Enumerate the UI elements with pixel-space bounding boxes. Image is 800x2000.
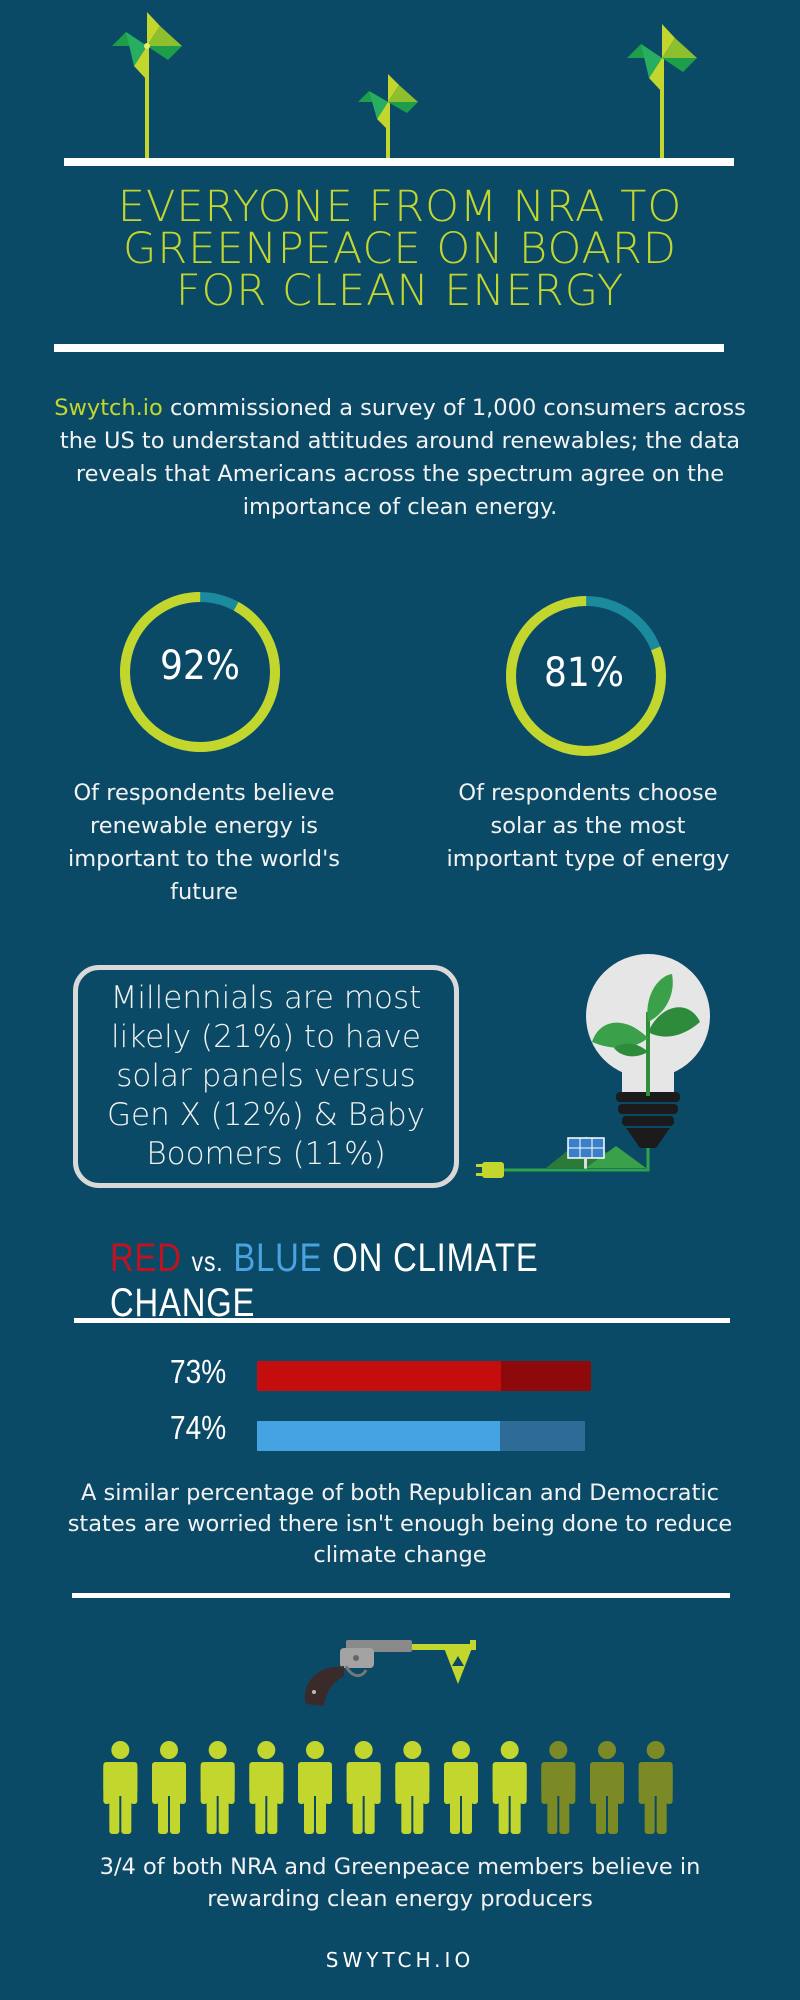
divider <box>72 1593 730 1598</box>
heading-red: RED <box>110 1236 182 1280</box>
lightbulb-plant-icon <box>476 954 710 1178</box>
callout-text: Millennials are most likely (21%) to hav… <box>107 980 425 1172</box>
heading-vs: vs. <box>191 1246 224 1277</box>
climate-caption: A similar percentage of both Republican … <box>67 1480 733 1568</box>
section-heading: RED vs. BLUE ON CLIMATE CHANGE <box>110 1236 602 1326</box>
people-row <box>103 1741 673 1834</box>
person-icon <box>492 1741 527 1834</box>
divider <box>64 158 734 166</box>
divider <box>74 1318 730 1323</box>
person-icon <box>103 1741 138 1834</box>
bar-fill <box>257 1421 500 1451</box>
person-icon <box>249 1741 284 1834</box>
callout-box: Millennials are most likely (21%) to hav… <box>73 965 459 1188</box>
revolver-flag-icon <box>304 1640 476 1706</box>
person-icon <box>638 1741 673 1834</box>
pinwheel-icon <box>627 24 697 160</box>
person-icon <box>541 1741 576 1834</box>
bar-value-label: 73% <box>170 1353 227 1390</box>
pinwheel-icon <box>112 12 182 160</box>
bar-value-label: 74% <box>170 1409 227 1446</box>
person-icon <box>346 1741 381 1834</box>
brand-link[interactable]: Swytch.io <box>54 395 163 421</box>
footer-brand[interactable]: SWYTCH.IO <box>325 1948 475 1972</box>
person-icon <box>444 1741 478 1834</box>
stat-value: 81% <box>544 650 624 696</box>
percent-ring <box>506 596 666 756</box>
bar-fill <box>257 1361 501 1391</box>
title-line: GREENPEACE ON BOARD <box>123 224 677 274</box>
heading-rest: ON CLIMATE CHANGE <box>110 1236 539 1325</box>
bar-track <box>257 1361 591 1391</box>
divider <box>54 344 724 352</box>
heading-blue: BLUE <box>233 1236 323 1280</box>
person-icon <box>298 1741 332 1834</box>
title-line: FOR CLEAN ENERGY <box>175 266 625 316</box>
intro-text: commissioned a survey of 1,000 consumers… <box>59 395 746 520</box>
page-title: EVERYONE FROM NRA TO GREENPEACE ON BOARD… <box>40 182 760 316</box>
person-icon <box>590 1741 624 1834</box>
nra-caption: 3/4 of both NRA and Greenpeace members b… <box>99 1854 701 1912</box>
title-line: EVERYONE FROM NRA TO <box>117 182 683 232</box>
intro-paragraph: Swytch.io commissioned a survey of 1,000… <box>40 392 760 524</box>
stat-value: 92% <box>160 643 240 689</box>
stat-caption: Of respondents choose solar as the most … <box>446 780 730 872</box>
pinwheel-icon <box>358 74 418 160</box>
person-icon <box>395 1741 430 1834</box>
stat-caption: Of respondents believe renewable energy … <box>68 780 340 905</box>
percent-ring <box>119 592 280 752</box>
bar-track <box>257 1421 585 1451</box>
person-icon <box>200 1741 235 1834</box>
ring-progress <box>506 596 666 756</box>
person-icon <box>152 1741 186 1834</box>
